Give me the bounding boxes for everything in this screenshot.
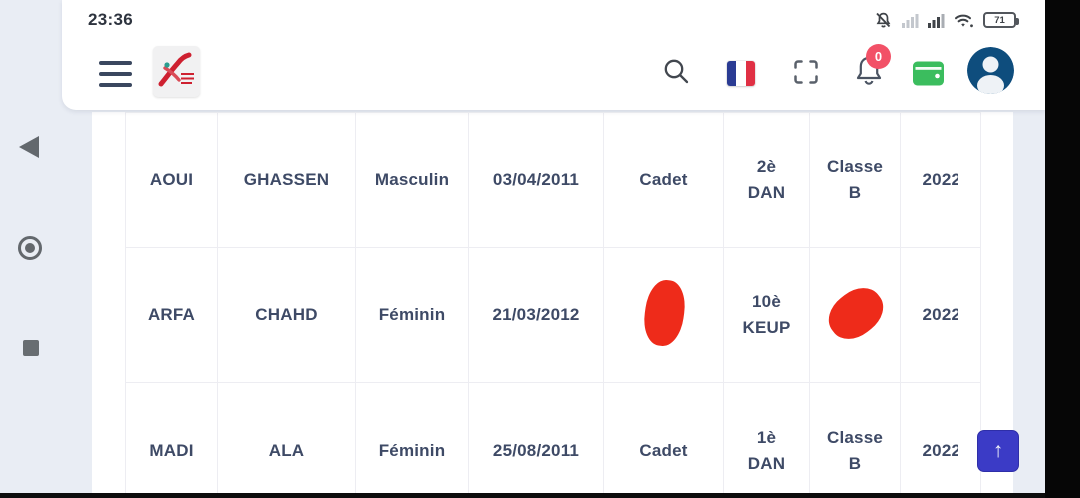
cell-birth-date: 03/04/2011: [469, 113, 604, 248]
cell-last-name: ARFA: [126, 248, 218, 383]
cell-category: Cadet: [604, 113, 724, 248]
grade-line1: 1è: [756, 427, 777, 447]
cell-grade: 2è DAN: [724, 113, 810, 248]
flag-white-stripe: [736, 61, 746, 86]
classe-line2: B: [848, 453, 862, 473]
fullscreen-icon[interactable]: [792, 58, 820, 91]
back-icon[interactable]: [19, 136, 39, 158]
cell-first-name: GHASSEN: [218, 113, 356, 248]
up-arrow-icon: ↑: [992, 439, 1004, 462]
classe-line1: Classe: [826, 157, 884, 176]
app-header: 23:36 71: [62, 0, 1045, 110]
cell-grade: 1è DAN: [724, 383, 810, 498]
year-clipped-digit: 2: [951, 170, 959, 189]
grade-line2: DAN: [747, 183, 786, 202]
french-flag-icon[interactable]: [727, 61, 755, 86]
recents-icon[interactable]: [23, 340, 39, 356]
cell-category: Cadet: [604, 383, 724, 498]
year-clipped-digit: 2: [951, 305, 959, 324]
notification-badge: 0: [866, 44, 891, 69]
cell-grade: 10è KEUP: [724, 248, 810, 383]
cell-last-name: AOUI: [126, 113, 218, 248]
grade-line2: KEUP: [742, 318, 791, 337]
status-icons: 71: [874, 9, 1019, 31]
member-table: AOUI GHASSEN Masculin 03/04/2011 Cadet 2…: [125, 112, 981, 498]
cell-year: 202 2: [901, 248, 981, 383]
cell-gender: Féminin: [356, 248, 469, 383]
redaction-mark: [640, 277, 689, 349]
cell-classe-redacted: [810, 248, 901, 383]
flag-red-stripe: [745, 61, 755, 86]
home-icon[interactable]: [18, 236, 42, 260]
cell-gender: Masculin: [356, 113, 469, 248]
home-dot: [25, 243, 35, 253]
wallet-icon[interactable]: [912, 59, 946, 93]
cell-first-name: CHAHD: [218, 248, 356, 383]
menu-button[interactable]: [99, 61, 132, 87]
wifi-icon: [955, 14, 973, 27]
signal-weak-icon: [902, 14, 919, 28]
classe-line1: Classe: [826, 427, 884, 447]
grade-line1: 2è: [756, 157, 777, 176]
battery-icon: 71: [983, 12, 1019, 28]
grade-line2: DAN: [747, 453, 786, 473]
cell-year: 202 2: [901, 383, 981, 498]
cell-category-redacted: [604, 248, 724, 383]
federation-logo-icon[interactable]: [153, 46, 200, 97]
avatar-icon[interactable]: [967, 47, 1014, 94]
scroll-to-top-button[interactable]: ↑: [977, 430, 1019, 472]
cell-year: 202 2: [901, 113, 981, 248]
cell-classe: Classe B: [810, 113, 901, 248]
redaction-mark: [819, 278, 893, 349]
cell-classe: Classe B: [810, 383, 901, 498]
battery-level: 71: [994, 14, 1005, 26]
search-icon[interactable]: [662, 57, 690, 90]
cell-gender: Féminin: [356, 383, 469, 498]
year-text: 202: [922, 170, 952, 189]
year-text: 202: [922, 305, 952, 324]
cell-birth-date: 21/03/2012: [469, 248, 604, 383]
flag-blue-stripe: [727, 61, 737, 86]
screen-bottom-edge: [0, 493, 1080, 498]
member-table-panel: AOUI GHASSEN Masculin 03/04/2011 Cadet 2…: [92, 112, 1013, 498]
cell-first-name: ALA: [218, 383, 356, 498]
grade-line1: 10è: [752, 292, 781, 311]
phone-bezel: [1045, 0, 1080, 498]
year-text: 202: [922, 440, 952, 460]
android-nav-bar: [0, 0, 92, 498]
clock: 23:36: [88, 10, 133, 29]
classe-line2: B: [848, 183, 862, 202]
year-clipped-digit: 2: [951, 440, 959, 460]
signal-icon: [928, 14, 945, 28]
bell-muted-icon: [876, 12, 891, 27]
notification-count: 0: [874, 49, 883, 64]
cell-last-name: MADI: [126, 383, 218, 498]
cell-birth-date: 25/08/2011: [469, 383, 604, 498]
